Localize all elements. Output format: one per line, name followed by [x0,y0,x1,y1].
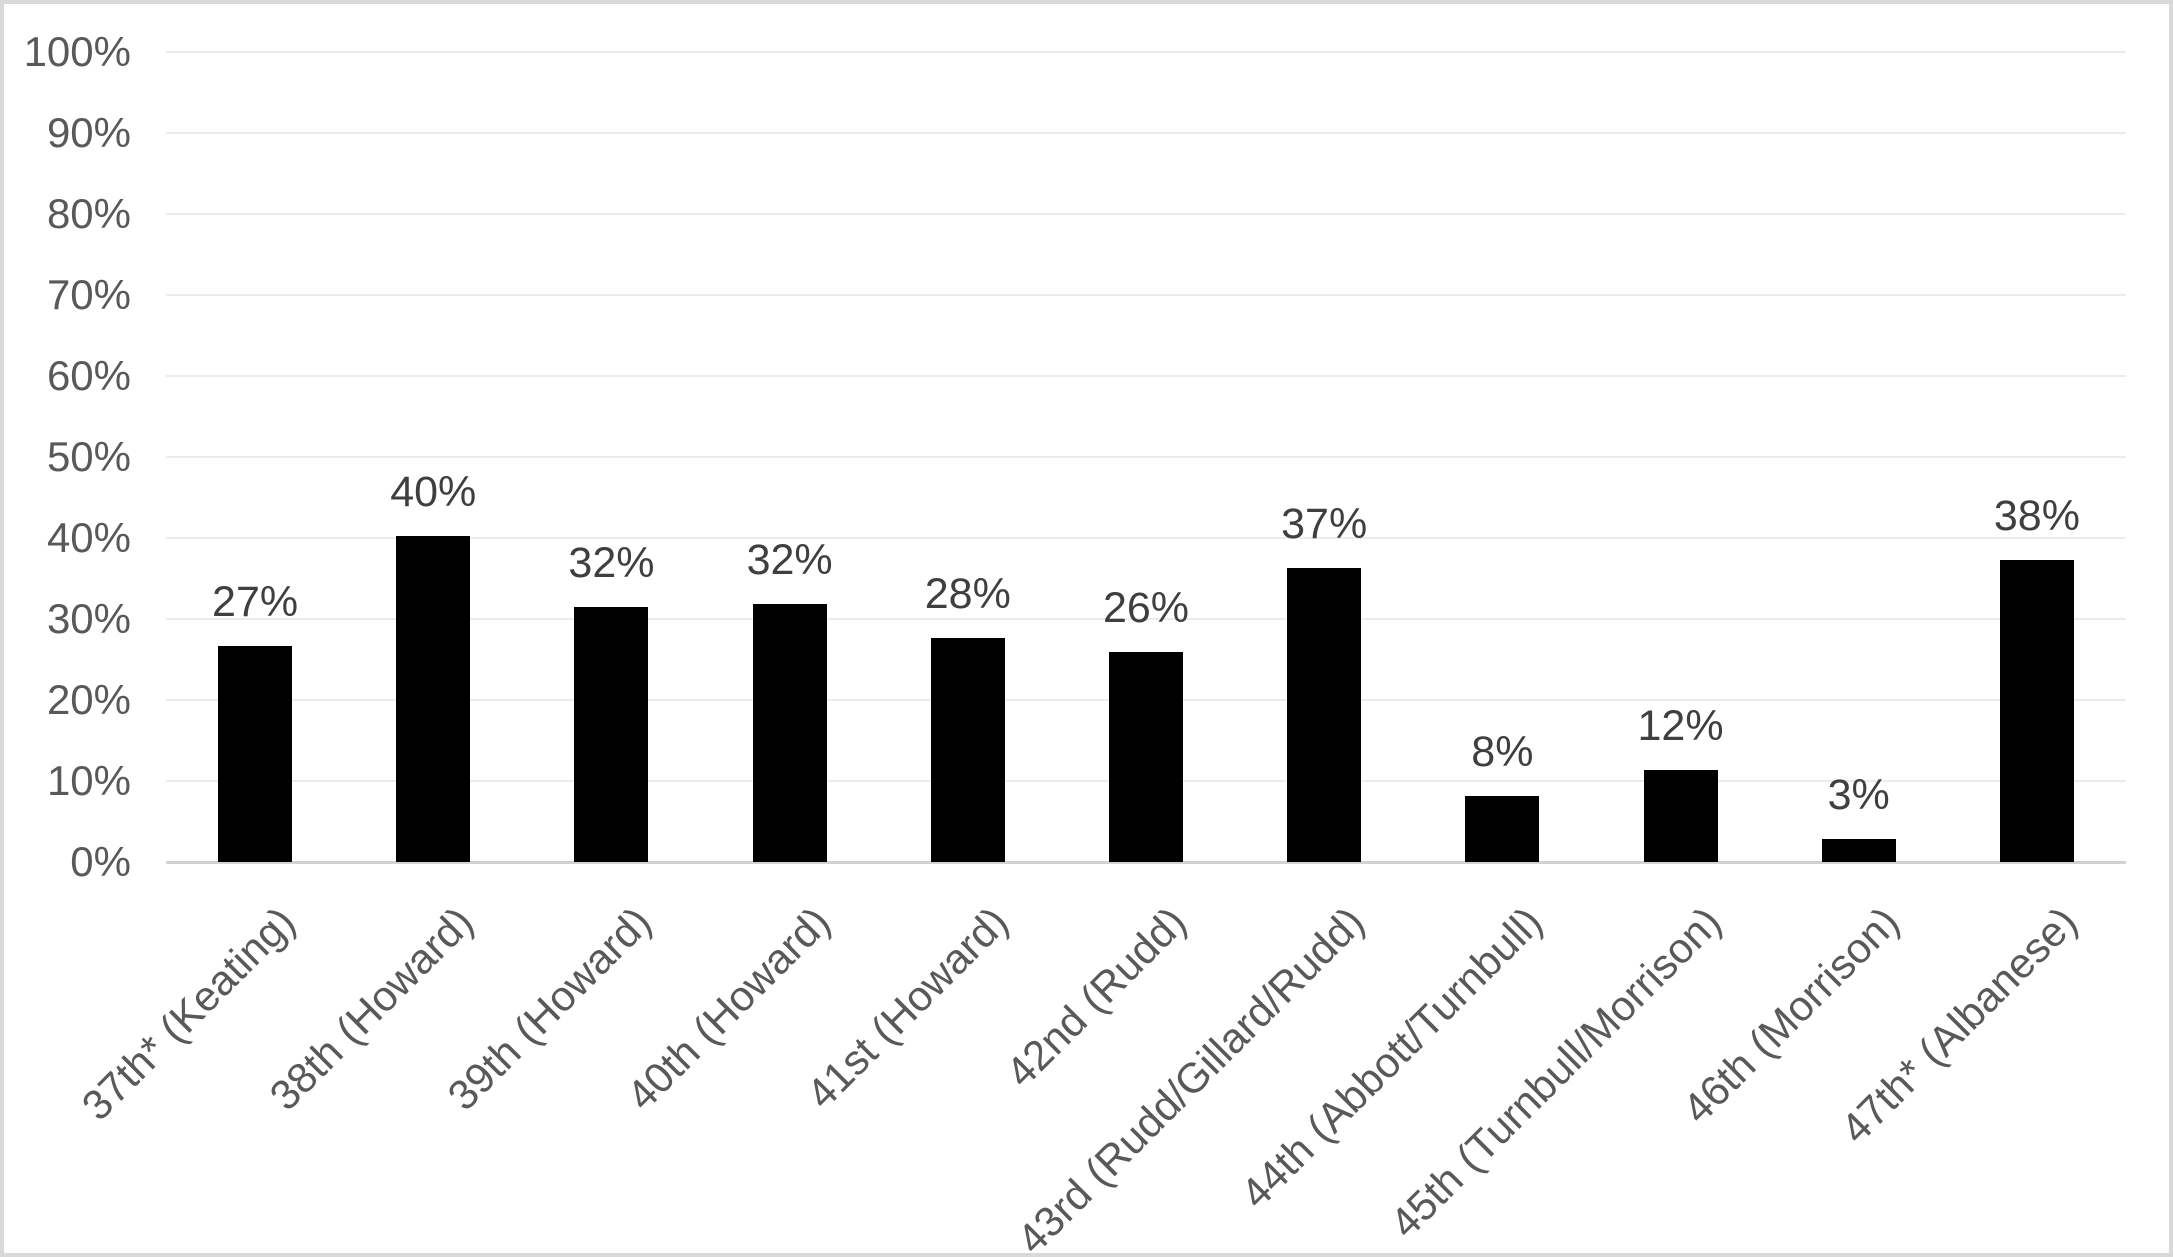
bar-data-label: 3% [1827,770,1890,819]
gridline [166,375,2126,377]
bar-data-label: 32% [746,535,833,584]
x-axis-line [166,861,2126,864]
gridline [166,456,2126,458]
y-axis-tick-label: 0% [70,838,131,885]
bar-data-label: 40% [390,468,477,517]
y-axis-tick-label: 40% [46,514,131,561]
bar [1821,838,1896,862]
bar [752,603,827,862]
gridline [166,51,2126,53]
gridline [166,213,2126,215]
bar-data-label: 27% [212,577,299,626]
gridline [166,132,2126,134]
bar [1287,567,1362,862]
bar-data-label: 32% [568,538,655,587]
y-axis-tick-label: 70% [46,271,131,318]
bar [396,536,471,862]
bar-data-label: 28% [924,569,1011,618]
gridline [166,618,2126,620]
gridline [166,537,2126,539]
plot-area: 100% 90% 80% 70% 60% 50% 40% 30% 20% 10% 0% 27% 37th… [4,4,2169,1253]
bar [1465,796,1540,862]
bar [218,645,293,862]
y-axis-tick-label: 60% [46,352,131,399]
bar-data-label: 37% [1281,499,1368,548]
bar [930,637,1005,862]
bar-data-label: 38% [1993,491,2080,540]
bar [1999,559,2074,862]
y-axis-tick-label: 30% [46,595,131,642]
y-axis-tick-label: 100% [23,28,131,75]
bar [1109,652,1183,862]
y-axis-tick-label: 20% [46,676,131,723]
y-axis-tick-label: 50% [46,433,131,480]
bar-data-label: 26% [1102,584,1190,633]
y-axis-tick-label: 80% [46,190,131,237]
bar-data-label: 12% [1637,701,1724,750]
bar-data-label: 8% [1471,728,1534,777]
gridline [166,294,2126,296]
bar [1643,769,1718,862]
y-axis-tick-label: 90% [46,109,131,156]
y-axis-tick-label: 10% [46,757,131,804]
bar [574,606,649,862]
